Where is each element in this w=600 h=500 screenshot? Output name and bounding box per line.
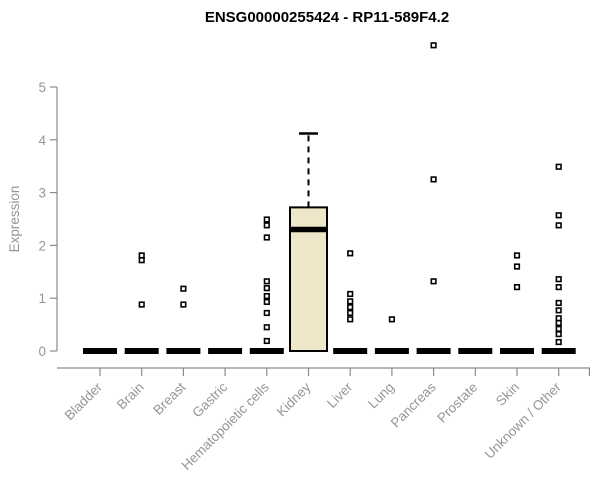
outlier-point — [555, 319, 562, 327]
outlier-point — [513, 252, 521, 259]
outlier-point — [263, 222, 270, 229]
outlier-point — [347, 298, 354, 305]
outlier-point — [263, 292, 270, 300]
outlier-point — [263, 337, 270, 345]
chart-title: ENSG00000255424 - RP11-589F4.2 — [205, 9, 449, 26]
x-axis-category-label: Lung — [365, 380, 397, 412]
outlier-point — [555, 276, 562, 283]
outlier-point — [347, 304, 354, 311]
y-axis-tick-label: 0 — [38, 344, 46, 359]
y-axis-tick-label: 5 — [38, 80, 46, 95]
outlier-point — [555, 331, 562, 338]
y-axis-tick-label: 4 — [38, 133, 46, 148]
outlier-point — [555, 299, 562, 307]
outlier-point — [347, 316, 354, 323]
outlier-point — [263, 324, 270, 331]
outlier-point — [263, 216, 270, 223]
outlier-point — [263, 285, 270, 292]
outlier-point — [555, 338, 562, 346]
outlier-point — [555, 222, 562, 229]
outlier-point — [513, 263, 521, 270]
outlier-point — [263, 234, 270, 241]
outlier-point — [555, 284, 562, 291]
outlier-point — [180, 285, 187, 292]
outlier-point — [138, 257, 145, 264]
outlier-point — [263, 309, 270, 317]
y-axis-tick-label: 2 — [38, 238, 46, 253]
outlier-point — [513, 284, 521, 291]
outlier-point — [555, 315, 562, 322]
outlier-point — [430, 278, 437, 285]
x-axis-category-label: Skin — [493, 380, 522, 409]
outlier-point — [138, 301, 145, 308]
outlier-point — [347, 290, 354, 298]
x-axis-category-label: Unknown / Other — [482, 379, 565, 462]
y-axis-label: Expression — [7, 186, 22, 253]
x-axis-category-label: Breast — [150, 379, 188, 417]
outlier-point — [180, 301, 187, 308]
x-axis-category-label: Kidney — [274, 379, 314, 419]
y-axis-tick-label: 3 — [38, 186, 46, 201]
outlier-point — [347, 309, 354, 317]
outlier-point — [347, 250, 354, 257]
x-axis-category-label: Bladder — [62, 379, 106, 423]
outlier-point — [430, 42, 437, 49]
outlier-point — [555, 307, 562, 314]
outlier-point — [388, 316, 396, 323]
outlier-point — [138, 252, 145, 259]
x-axis-category-label: Prostate — [434, 380, 480, 426]
x-axis-category-label: Pancreas — [388, 379, 439, 430]
outlier-point — [555, 325, 562, 332]
outlier-point — [555, 163, 562, 170]
y-axis-tick-label: 1 — [38, 291, 46, 306]
outlier-point — [263, 278, 270, 285]
outlier-point — [555, 212, 562, 219]
x-axis-category-label: Gastric — [189, 379, 230, 420]
outlier-point — [263, 298, 270, 305]
x-axis-category-label: Brain — [114, 380, 147, 413]
x-axis-category-label: Liver — [324, 379, 356, 411]
outlier-point — [430, 176, 437, 183]
